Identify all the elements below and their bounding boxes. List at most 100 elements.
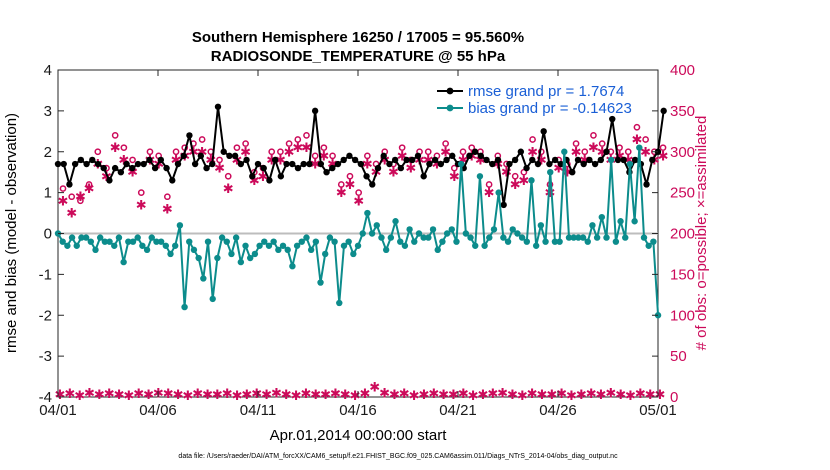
rmse-point [300,160,307,168]
y-tick-label: 4 [44,62,52,79]
bottom-obs-marker: ✱ [418,388,429,403]
rmse-point [123,160,130,168]
bias-point [373,222,380,229]
rmse-point [449,152,456,160]
bias-point [153,238,160,245]
obs-assimilated-point: ✱ [301,141,312,156]
bias-point [622,234,629,241]
bias-point [293,242,301,249]
rmse-point [386,160,393,168]
rmse-point [374,164,382,172]
obs-assimilated-point: ✱ [275,153,286,168]
rmse-point [546,160,553,168]
bottom-obs-marker: ✱ [487,387,498,402]
legend-rmse-marker [446,87,454,95]
bottom-obs-marker: ✱ [635,387,646,402]
obs-possible-point [329,152,336,160]
obs-assimilated-point: ✱ [423,153,434,168]
obs-possible-point [146,148,154,156]
bias-point [312,238,320,245]
bottom-obs-marker: ✱ [389,388,400,403]
rmse-point [317,160,325,168]
bias-point [115,234,123,241]
bias-point [645,242,652,249]
bottom-obs-marker: ✱ [232,389,243,404]
rmse-point [334,160,342,168]
bottom-obs-marker: ✱ [428,387,439,402]
bias-point [364,209,371,217]
bias-point [565,234,573,241]
obs-possible-point [450,164,458,172]
bias-point [509,226,516,233]
bias-point [425,234,432,241]
rmse-point [660,107,667,115]
bias-point [289,263,296,270]
bias-point [200,275,207,282]
bias-point [303,234,310,241]
rmse-point [89,156,96,164]
bias-point [345,238,352,245]
bias-point [443,230,451,237]
obs-assimilated-point: ✱ [66,207,77,222]
rmse-point [66,181,73,188]
bias-point [214,254,221,262]
bias-point [251,250,259,258]
obs-possible-point [624,148,632,156]
legend-bias-marker [446,104,454,112]
bias-point [547,168,554,176]
obs-assimilated-point: ✱ [136,198,147,213]
bias-point [265,242,273,249]
bottom-obs-marker: ✱ [192,387,203,402]
obs-assimilated-point: ✱ [458,153,469,168]
bias-point [523,238,530,245]
rmse-point [254,160,262,168]
rmse-point [266,177,273,184]
rmse-point [146,156,153,164]
rmse-point [649,156,656,164]
obs-assimilated-point: ✱ [518,174,529,189]
obs-assimilated-point: ✱ [501,166,512,181]
rmse-point [363,173,370,180]
bias-point [598,213,606,221]
bias-point [589,222,596,229]
rmse-point [483,156,490,164]
obs-possible-point [659,144,667,152]
rmse-point [283,160,290,168]
bottom-obs-marker: ✱ [123,389,134,404]
rmse-point [477,152,485,160]
obs-assimilated-point: ✱ [631,133,642,148]
rmse-point [340,156,347,164]
rmse-point [397,164,405,172]
rmse-point [174,160,182,168]
rmse-point [294,164,302,172]
obs-assimilated-point: ✱ [345,178,356,193]
rmse-point [214,103,222,110]
bias-point [340,242,348,249]
bottom-obs-marker: ✱ [379,386,390,401]
bottom-obs-marker: ✱ [300,387,311,402]
bias-point [101,238,109,245]
bias-point [518,234,526,241]
obs-possible-point [111,132,119,139]
obs-assimilated-point: ✱ [205,153,216,168]
obs-possible-point [320,144,328,152]
bottom-obs-marker: ✱ [546,388,557,403]
obs-assimilated-point: ✱ [197,145,208,160]
y2-axis-label: # of obs: o=possible; ×=assimilated [693,116,710,351]
rmse-point [609,115,616,123]
obs-possible-point [294,136,302,143]
legend: rmse grand pr = 1.7674 bias grand pr = -… [437,83,632,117]
bottom-obs-marker: ✱ [468,389,479,404]
bottom-obs-marker: ✱ [537,388,548,403]
y-axis-label: rmse and bias (model - observation) [3,113,20,353]
bias-point [411,238,418,245]
y2-tick-label: 350 [670,103,695,120]
bottom-obs-marker: ✱ [477,388,488,403]
obs-assimilated-point: ✱ [353,194,364,209]
bottom-obs-marker: ✱ [202,388,213,403]
rmse-point [180,152,187,160]
obs-possible-point [198,136,206,143]
y2-tick-label: 100 [670,307,695,324]
bottom-obs-marker: ✱ [438,388,449,403]
